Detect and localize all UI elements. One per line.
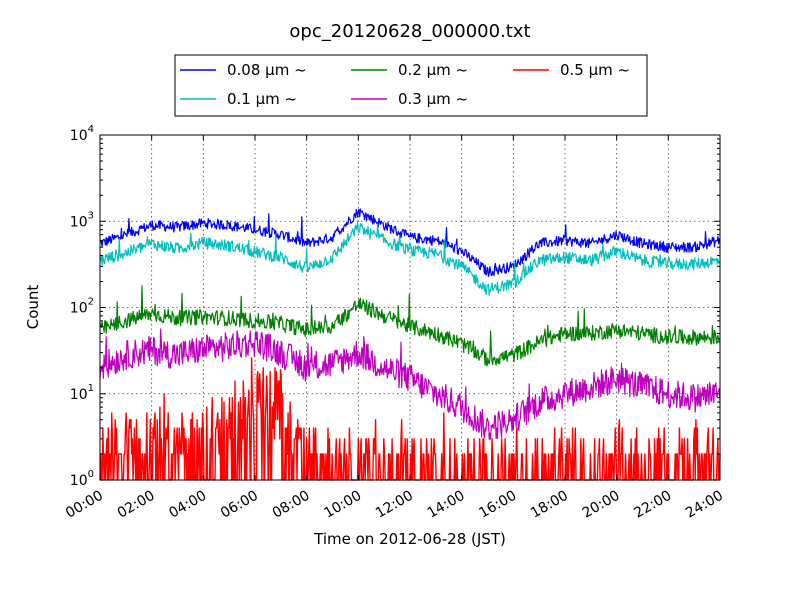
chart-title: opc_20120628_000000.txt [289, 21, 530, 42]
legend-label: 0.2 μm ~ [398, 61, 468, 79]
legend-box [174, 54, 648, 117]
y-tick-label: 103 [70, 210, 94, 230]
x-tick-label: 22:00 [631, 488, 674, 522]
series-line-1 [100, 221, 721, 296]
x-tick-label: 18:00 [528, 488, 571, 522]
legend-label: 0.1 μm ~ [227, 90, 297, 108]
legend-label: 0.5 μm ~ [560, 61, 630, 79]
plot-lines [99, 208, 721, 481]
x-tick-label: 10:00 [321, 488, 364, 522]
x-tick-label: 14:00 [425, 488, 468, 522]
x-tick-label: 08:00 [270, 488, 313, 522]
y-tick-label: 101 [70, 383, 94, 403]
x-tick-label: 16:00 [476, 488, 519, 522]
series-line-3 [99, 328, 721, 440]
series-line-2 [99, 285, 721, 367]
y-axis-label: Count [24, 285, 42, 330]
y-tick-label: 104 [70, 124, 94, 144]
x-axis-label: Time on 2012-06-28 (JST) [313, 530, 506, 548]
series-line-0 [100, 208, 721, 277]
x-tick-label: 00:00 [63, 488, 106, 522]
x-tick-label: 02:00 [115, 488, 158, 522]
x-tick-label: 24:00 [683, 488, 726, 522]
y-tick-label: 102 [70, 297, 94, 317]
x-tick-label: 06:00 [218, 488, 261, 522]
x-tick-label: 12:00 [373, 488, 416, 522]
y-tick-label: 100 [70, 469, 94, 489]
x-tick-labels: 00:00 02:00 04:00 06:00 08:00 10:00 12:00 14:00… [63, 488, 726, 522]
y-tick-labels: 100 101 102 103 104 [70, 124, 94, 489]
legend: 0.08 μm ~ 0.1 μm ~ 0.2 μm ~ 0.3 μm ~ 0.5 μm … [174, 54, 648, 117]
x-tick-label: 04:00 [166, 488, 209, 522]
ticks [99, 134, 721, 481]
legend-label: 0.08 μm ~ [227, 61, 307, 79]
x-tick-label: 20:00 [580, 488, 623, 522]
legend-label: 0.3 μm ~ [398, 90, 468, 108]
